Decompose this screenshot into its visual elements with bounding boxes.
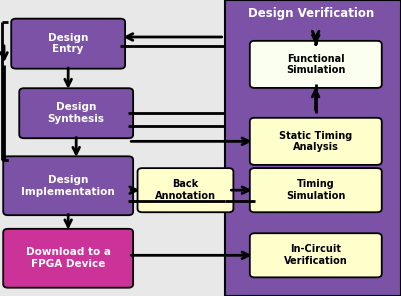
FancyBboxPatch shape <box>250 41 382 88</box>
FancyBboxPatch shape <box>11 19 125 69</box>
Text: Download to a
FPGA Device: Download to a FPGA Device <box>26 247 111 269</box>
FancyBboxPatch shape <box>250 118 382 165</box>
Text: Back
Annotation: Back Annotation <box>155 179 216 201</box>
FancyBboxPatch shape <box>19 88 133 138</box>
FancyBboxPatch shape <box>250 233 382 277</box>
FancyBboxPatch shape <box>250 168 382 212</box>
Text: Functional
Simulation: Functional Simulation <box>286 54 346 75</box>
Text: In-Circuit
Verification: In-Circuit Verification <box>284 244 348 266</box>
FancyBboxPatch shape <box>3 156 133 215</box>
Text: Timing
Simulation: Timing Simulation <box>286 179 346 201</box>
FancyBboxPatch shape <box>3 229 133 288</box>
Text: Static Timing
Analysis: Static Timing Analysis <box>279 131 352 152</box>
Text: Design Verification: Design Verification <box>248 7 374 20</box>
FancyBboxPatch shape <box>138 168 233 212</box>
Text: Design
Implementation: Design Implementation <box>21 175 115 197</box>
FancyBboxPatch shape <box>225 0 401 296</box>
Text: Design
Synthesis: Design Synthesis <box>48 102 105 124</box>
Text: Design
Entry: Design Entry <box>48 33 88 54</box>
